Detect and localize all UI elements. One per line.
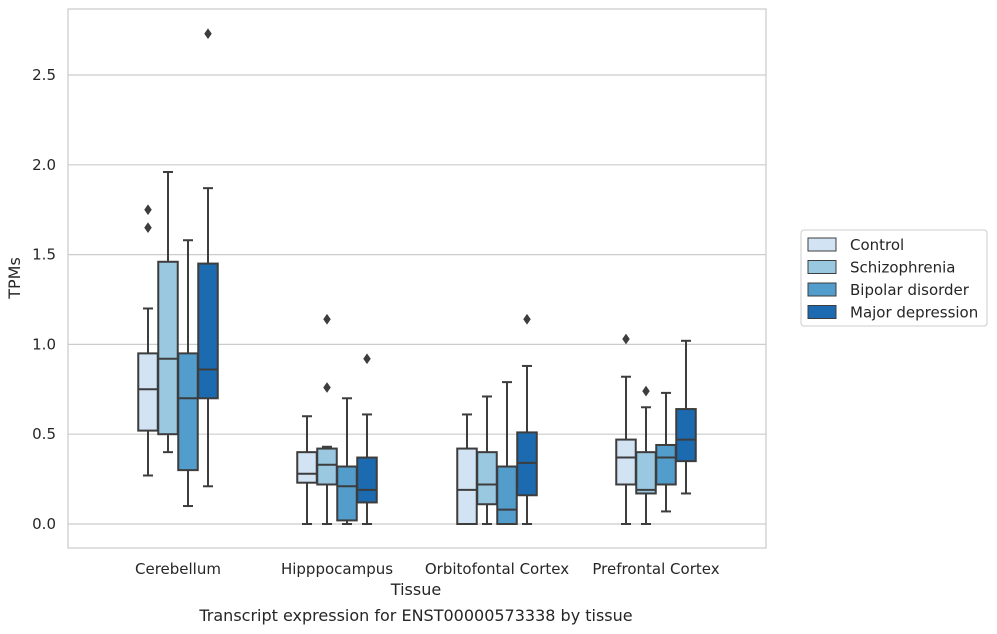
box-iqr xyxy=(177,352,199,472)
box-schizophrenia xyxy=(316,313,338,525)
outlier-point xyxy=(622,333,630,345)
legend-label: Control xyxy=(850,236,904,254)
legend-swatch xyxy=(807,305,837,319)
box-iqr xyxy=(336,465,358,522)
box-bipolar-disorder xyxy=(336,397,358,525)
legend: Control Schizophrenia Bipolar disorder Majo… xyxy=(800,229,988,327)
legend-label: Bipolar disorder xyxy=(850,281,970,299)
box-schizophrenia xyxy=(157,170,179,454)
box-iqr xyxy=(635,451,657,495)
outlier-point xyxy=(363,353,371,365)
outlier-point xyxy=(204,28,212,40)
box-iqr xyxy=(356,456,378,504)
x-tick-label: Cerebellum xyxy=(135,560,221,578)
box-major-depression xyxy=(675,339,697,495)
x-tick-label: Hipppocampus xyxy=(281,560,393,578)
box-series xyxy=(137,28,697,526)
box-bipolar-disorder xyxy=(655,391,677,513)
legend-frame xyxy=(800,229,988,327)
box-iqr xyxy=(675,408,697,463)
box-control xyxy=(456,413,478,525)
y-tick-label: 1.0 xyxy=(32,335,56,353)
legend-swatch xyxy=(807,282,837,297)
box-major-depression xyxy=(356,353,378,525)
outlier-point xyxy=(523,313,531,325)
box-iqr xyxy=(197,262,219,400)
box-major-depression xyxy=(516,313,538,525)
box-control xyxy=(296,415,318,525)
outlier-point xyxy=(144,222,152,234)
legend-label: Major depression xyxy=(850,304,978,322)
box-iqr xyxy=(157,260,179,436)
legend-label: Schizophrenia xyxy=(850,259,955,277)
y-tick-label: 0.5 xyxy=(32,425,56,443)
x-axis-label: Tissue xyxy=(390,580,441,599)
outlier-point xyxy=(642,385,650,397)
y-axis-label: TPMs xyxy=(5,257,24,300)
chart-caption: Transcript expression for ENST0000057333… xyxy=(199,606,633,625)
box-iqr xyxy=(296,451,318,484)
box-iqr xyxy=(496,465,518,526)
y-tick-label: 0.0 xyxy=(32,515,56,533)
x-tick-label: Orbitofontal Cortex xyxy=(425,560,569,578)
box-bipolar-disorder xyxy=(496,381,518,526)
outlier-point xyxy=(323,382,331,393)
box-iqr xyxy=(476,451,498,506)
box-bipolar-disorder xyxy=(177,239,199,508)
y-tick-label: 1.5 xyxy=(32,246,56,264)
box-iqr xyxy=(655,443,677,486)
x-tick-labels: Cerebellum Hipppocampus Orbitofontal Corte… xyxy=(135,560,720,578)
box-major-depression xyxy=(197,28,219,488)
legend-swatch xyxy=(807,260,837,274)
legend-swatch xyxy=(807,237,837,252)
y-tick-label: 2.0 xyxy=(32,156,56,174)
box-iqr xyxy=(456,447,478,525)
y-tick-label: 2.5 xyxy=(32,66,56,84)
y-tick-labels: 0.0 0.5 1.0 1.5 2.0 2.5 xyxy=(32,66,56,533)
box-iqr xyxy=(316,447,338,486)
outlier-point xyxy=(144,204,152,216)
box-iqr xyxy=(615,438,637,486)
outlier-point xyxy=(323,313,331,325)
box-iqr xyxy=(137,352,159,432)
x-tick-label: Prefrontal Cortex xyxy=(592,560,719,578)
